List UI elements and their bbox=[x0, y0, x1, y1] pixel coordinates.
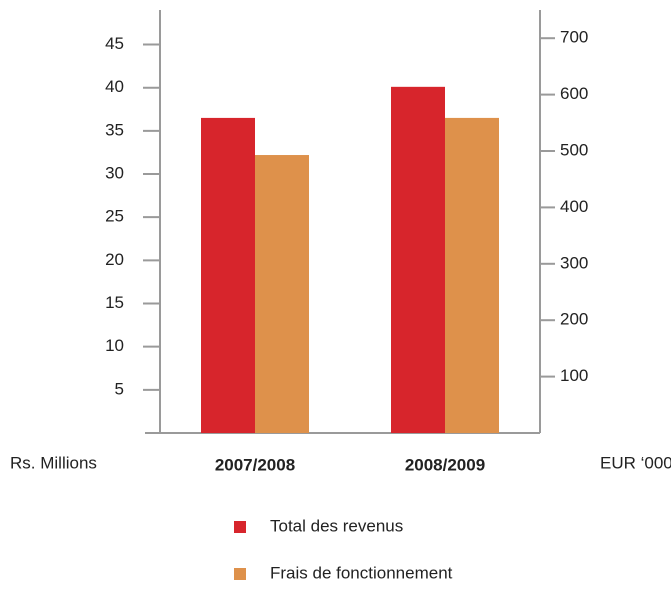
y-tick-label: 25 bbox=[105, 207, 124, 226]
y2-tick-label: 300 bbox=[560, 253, 588, 272]
legend-label: Frais de fonctionnement bbox=[270, 563, 453, 582]
y-tick-label: 5 bbox=[115, 379, 124, 398]
bar bbox=[391, 86, 445, 433]
legend-label: Total des revenus bbox=[270, 516, 403, 535]
y-tick-label: 10 bbox=[105, 336, 124, 355]
y2-tick-label: 100 bbox=[560, 366, 588, 385]
y-tick-label: 45 bbox=[105, 34, 124, 53]
y-tick-label: 20 bbox=[105, 250, 124, 269]
x-tick-label: 2007/2008 bbox=[215, 455, 295, 474]
legend-swatch bbox=[234, 568, 246, 580]
y-tick-label: 35 bbox=[105, 120, 124, 139]
bar bbox=[201, 117, 255, 433]
y2-tick-label: 200 bbox=[560, 310, 588, 329]
y2-tick-label: 400 bbox=[560, 197, 588, 216]
y2-tick-label: 700 bbox=[560, 28, 588, 47]
bar bbox=[445, 117, 499, 433]
y2-tick-label: 500 bbox=[560, 140, 588, 159]
y-axis-label: Rs. Millions bbox=[10, 453, 97, 472]
y-tick-label: 30 bbox=[105, 164, 124, 183]
legend-swatch bbox=[234, 521, 246, 533]
x-tick-label: 2008/2009 bbox=[405, 455, 485, 474]
y-tick-label: 15 bbox=[105, 293, 124, 312]
y-tick-label: 40 bbox=[105, 77, 124, 96]
bar bbox=[255, 155, 309, 433]
y2-axis-label: EUR ‘000 bbox=[600, 453, 671, 472]
y2-tick-label: 600 bbox=[560, 84, 588, 103]
